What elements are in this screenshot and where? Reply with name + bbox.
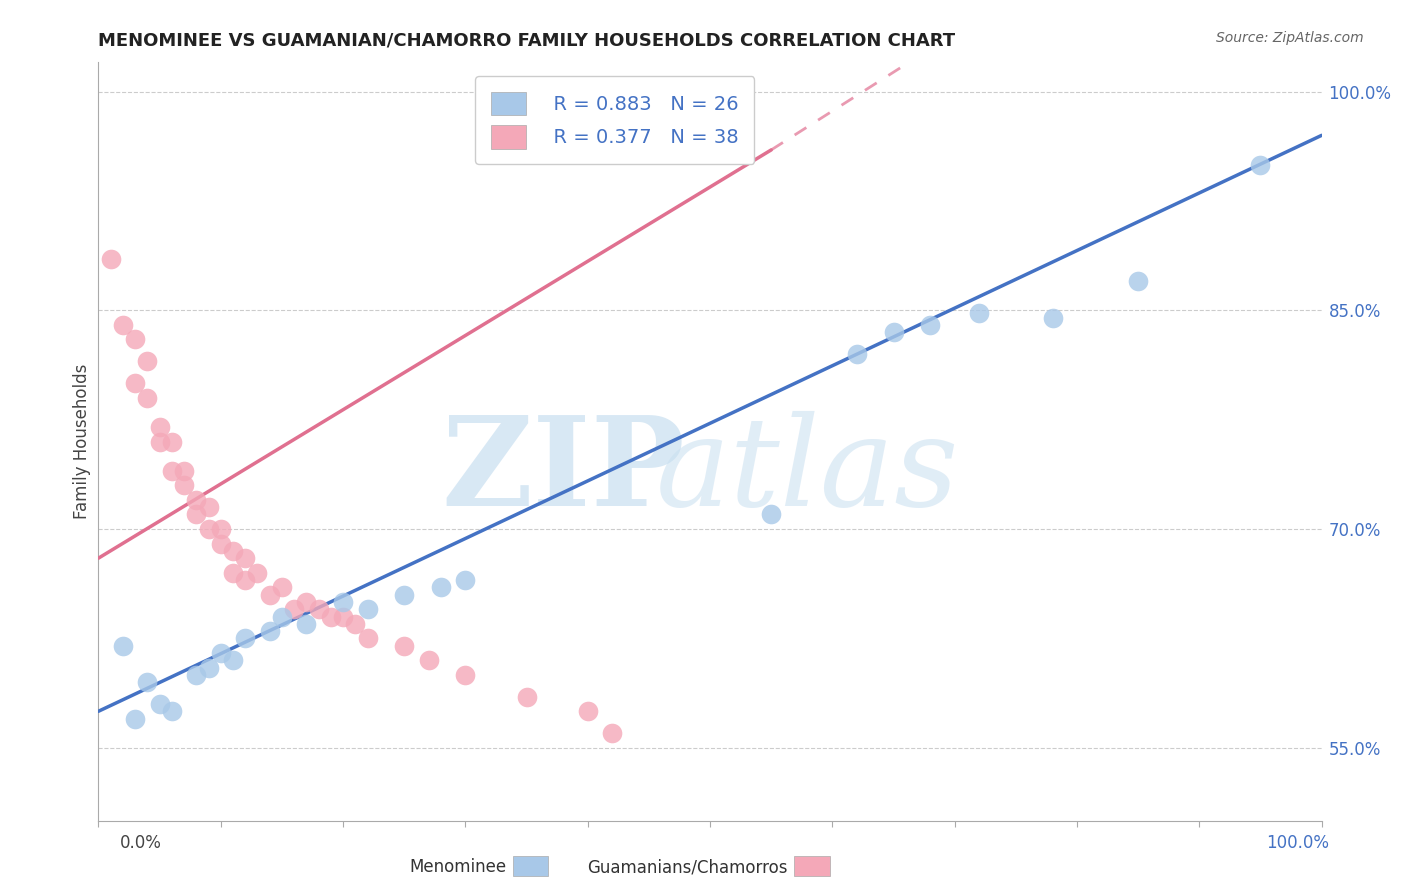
Point — [332, 595, 354, 609]
Point — [233, 632, 256, 646]
Point — [209, 522, 232, 536]
Point — [1128, 274, 1150, 288]
Point — [270, 609, 294, 624]
Text: ZIP: ZIP — [441, 411, 685, 533]
Point — [283, 602, 305, 616]
Point — [209, 536, 232, 550]
Point — [576, 704, 599, 718]
Point — [454, 573, 477, 587]
Point — [136, 675, 159, 690]
Point — [295, 595, 318, 609]
Point — [259, 624, 281, 639]
Point — [295, 616, 318, 631]
Point — [430, 580, 453, 594]
Point — [344, 616, 367, 631]
Point — [222, 653, 245, 667]
Point — [186, 508, 208, 522]
Point — [111, 639, 134, 653]
Point — [259, 588, 281, 602]
Point — [173, 464, 195, 478]
Point — [197, 660, 219, 674]
Point — [845, 347, 868, 361]
Point — [136, 391, 159, 405]
Point — [197, 522, 219, 536]
Point — [197, 500, 219, 515]
Point — [332, 609, 354, 624]
Point — [600, 726, 623, 740]
Point — [186, 668, 208, 682]
Point — [124, 376, 146, 391]
Point — [454, 668, 477, 682]
Point — [418, 653, 440, 667]
Text: MENOMINEE VS GUAMANIAN/CHAMORRO FAMILY HOUSEHOLDS CORRELATION CHART: MENOMINEE VS GUAMANIAN/CHAMORRO FAMILY H… — [98, 32, 956, 50]
Point — [222, 544, 245, 558]
Point — [111, 318, 134, 332]
Point — [233, 551, 256, 566]
Point — [233, 573, 256, 587]
Point — [160, 464, 183, 478]
Point — [173, 478, 195, 492]
Point — [308, 602, 330, 616]
Text: 100.0%: 100.0% — [1265, 834, 1329, 852]
Text: 0.0%: 0.0% — [120, 834, 162, 852]
Point — [160, 434, 183, 449]
Point — [392, 639, 416, 653]
Point — [356, 632, 378, 646]
Point — [186, 492, 208, 507]
Point — [1249, 157, 1271, 171]
Point — [392, 588, 416, 602]
Text: Source: ZipAtlas.com: Source: ZipAtlas.com — [1216, 31, 1364, 45]
Point — [149, 434, 172, 449]
Point — [920, 318, 942, 332]
Text: Menominee: Menominee — [409, 858, 506, 876]
Point — [222, 566, 245, 580]
Legend:   R = 0.883   N = 26,   R = 0.377   N = 38: R = 0.883 N = 26, R = 0.377 N = 38 — [475, 76, 755, 164]
Y-axis label: Family Households: Family Households — [73, 364, 91, 519]
Point — [270, 580, 294, 594]
Point — [761, 508, 783, 522]
Point — [1042, 310, 1064, 325]
Point — [136, 354, 159, 368]
Point — [149, 420, 172, 434]
Point — [100, 252, 122, 267]
Point — [883, 325, 905, 339]
Point — [124, 333, 146, 347]
Point — [149, 697, 172, 711]
Point — [356, 602, 378, 616]
Text: Guamanians/Chamorros: Guamanians/Chamorros — [586, 858, 787, 876]
Point — [209, 646, 232, 660]
Text: atlas: atlas — [657, 411, 959, 533]
Point — [160, 704, 183, 718]
Point — [319, 609, 342, 624]
Point — [967, 306, 990, 320]
Point — [246, 566, 269, 580]
Point — [515, 690, 537, 704]
Point — [124, 712, 146, 726]
